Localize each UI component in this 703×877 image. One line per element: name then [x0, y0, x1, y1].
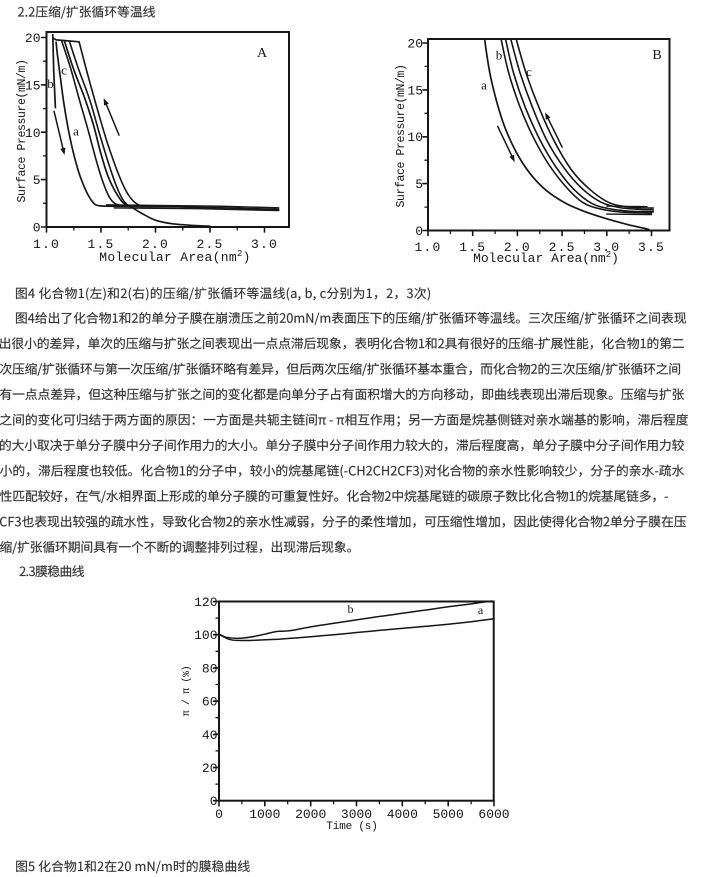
svg-text:60: 60 [202, 695, 218, 710]
svg-text:6000: 6000 [478, 807, 509, 822]
svg-text:Molecular Area(nm2): Molecular Area(nm2) [99, 249, 251, 265]
svg-text:3.0: 3.0 [251, 237, 278, 252]
svg-text:a: a [478, 603, 484, 617]
svg-text:a: a [73, 124, 79, 139]
svg-text:20: 20 [25, 31, 41, 46]
svg-text:0: 0 [33, 221, 41, 236]
svg-text:2.0: 2.0 [504, 240, 531, 255]
svg-text:Surface Pressure(mN/m): Surface Pressure(mN/m) [16, 59, 29, 202]
svg-text:0: 0 [415, 224, 423, 239]
svg-text:1.5: 1.5 [459, 240, 486, 255]
svg-text:40: 40 [202, 728, 218, 743]
svg-text:1.5: 1.5 [87, 237, 114, 252]
svg-text:20: 20 [202, 761, 218, 776]
svg-text:Surface Pressure(mN/m): Surface Pressure(mN/m) [395, 64, 408, 207]
svg-text:15: 15 [407, 83, 423, 98]
svg-text:b: b [47, 76, 54, 91]
svg-text:5: 5 [415, 177, 423, 192]
svg-text:3.0: 3.0 [593, 240, 620, 255]
svg-text:b: b [348, 602, 354, 616]
svg-text:1000: 1000 [249, 807, 280, 822]
svg-text:a: a [481, 78, 487, 93]
svg-text:0: 0 [210, 794, 218, 809]
svg-text:A: A [257, 46, 268, 61]
svg-text:80: 80 [202, 661, 218, 676]
svg-text:5000: 5000 [433, 807, 464, 822]
svg-text:2.5: 2.5 [549, 240, 576, 255]
svg-text:120: 120 [194, 595, 217, 610]
svg-text:1.0: 1.0 [414, 240, 441, 255]
svg-text:3000: 3000 [341, 807, 372, 822]
svg-text:3.5: 3.5 [638, 240, 665, 255]
svg-text:B: B [652, 48, 661, 63]
svg-text:10: 10 [407, 130, 423, 145]
svg-text:c: c [526, 64, 532, 79]
svg-text:π / π (%): π / π (%) [181, 666, 193, 716]
svg-text:c: c [61, 63, 67, 78]
svg-text:2000: 2000 [295, 807, 326, 822]
svg-text:2.5: 2.5 [196, 237, 223, 252]
svg-text:4000: 4000 [387, 807, 418, 822]
svg-text:Time (s): Time (s) [326, 821, 377, 833]
svg-text:Molecular Area(nm2): Molecular Area(nm2) [473, 250, 619, 266]
svg-text:b: b [496, 48, 503, 63]
svg-text:2.0: 2.0 [142, 237, 169, 252]
svg-text:100: 100 [194, 628, 217, 643]
svg-text:5: 5 [33, 173, 41, 188]
svg-text:10: 10 [25, 126, 41, 141]
svg-text:20: 20 [407, 37, 423, 52]
svg-text:15: 15 [25, 78, 41, 93]
svg-text:1.0: 1.0 [33, 237, 60, 252]
svg-text:0: 0 [215, 807, 223, 822]
